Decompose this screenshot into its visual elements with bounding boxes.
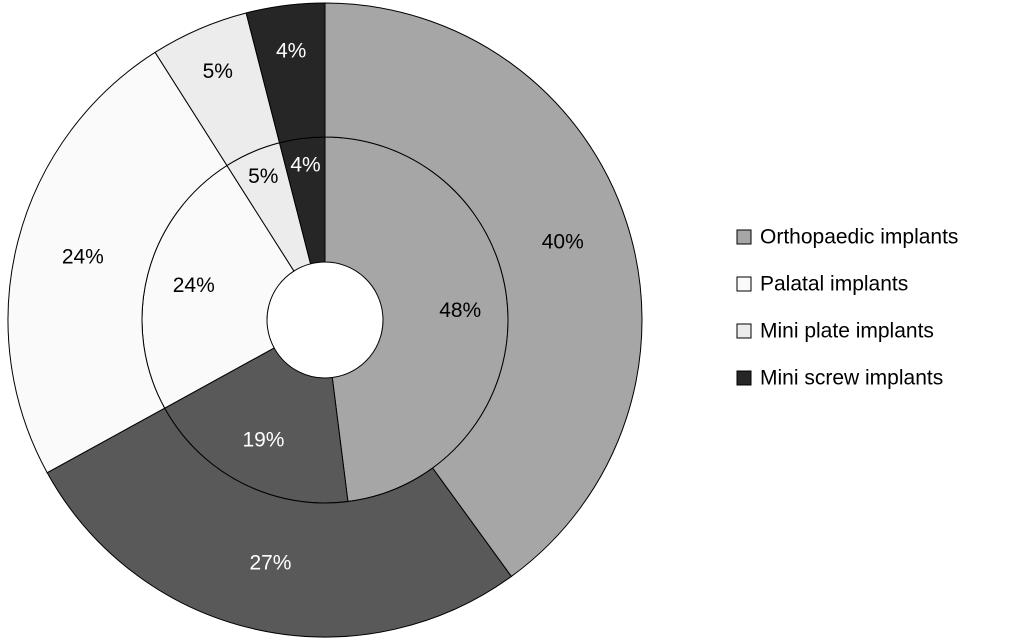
slice-label: 5% <box>203 60 233 83</box>
donut-slice <box>7 51 228 474</box>
legend-swatch <box>736 276 752 292</box>
legend-label: Mini plate implants <box>760 320 934 343</box>
slice-label: 5% <box>248 165 278 188</box>
donut-slice <box>46 407 513 638</box>
donut-slice <box>245 2 326 144</box>
slice-label: 48% <box>439 299 481 322</box>
legend-label: Palatal implants <box>760 273 908 296</box>
slice-label: 24% <box>62 245 104 268</box>
legend-label: Mini screw implants <box>760 367 943 390</box>
legend-swatch <box>736 323 752 339</box>
slice-label: 4% <box>276 40 306 63</box>
donut-slice <box>324 2 643 578</box>
slice-label: 40% <box>542 230 584 253</box>
slice-label: 27% <box>249 552 291 575</box>
slice-label: 19% <box>242 428 284 451</box>
legend-swatch <box>736 370 752 386</box>
legend-label: Orthopaedic implants <box>760 226 958 249</box>
slice-label: 4% <box>290 153 320 176</box>
legend-swatch <box>736 229 752 245</box>
slice-label: 24% <box>173 274 215 297</box>
